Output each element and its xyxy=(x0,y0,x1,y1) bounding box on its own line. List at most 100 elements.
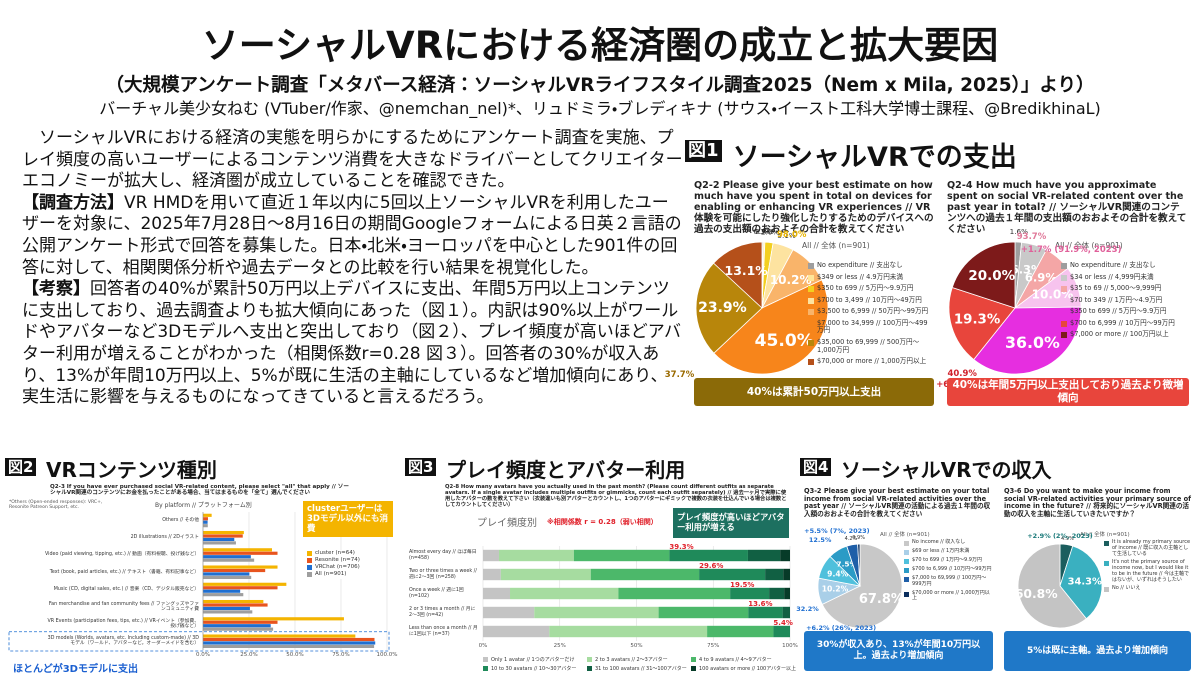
highlight-box xyxy=(8,631,390,652)
bar-segment xyxy=(707,625,774,638)
figure-graphics xyxy=(8,512,390,652)
chart-question: Q2-4 How much have you approximate spent… xyxy=(947,180,1187,236)
legend-swatch xyxy=(307,551,312,557)
legend-label: $350 to 699 // 5万円〜9.9万円 xyxy=(1070,307,1167,316)
annotation: 40.9% xyxy=(947,369,977,379)
legend-swatch xyxy=(1061,297,1067,304)
chart-question: Q2-3 If you have ever purchased social V… xyxy=(50,484,349,497)
legend-item: $3,500 to 6,999 // 50万円〜99万円 xyxy=(808,308,934,316)
pie-value-label: 9.4% xyxy=(827,569,848,578)
x-tick-label: 0% xyxy=(478,643,488,649)
bar xyxy=(203,637,375,642)
pie-value-label: 0.9% xyxy=(852,535,865,541)
legend-label: VRChat (n=706) xyxy=(315,564,360,571)
legend-label: No income // 収入なし xyxy=(912,539,966,545)
legend-swatch xyxy=(808,263,814,269)
legend-label: All (n=901) xyxy=(315,571,347,578)
legend-item: It's not the primary source of income no… xyxy=(1104,559,1191,583)
pie-value-label: 10.2% xyxy=(822,584,849,593)
legend-item: It is already my primary source of incom… xyxy=(1104,539,1191,557)
paragraph-heading: 【調査方法】 xyxy=(22,192,124,213)
annotation: +1.7% (91.9%, 2023) xyxy=(1020,244,1122,255)
legend-swatch xyxy=(808,297,814,304)
chart-subtitle: All // 全体 (n=901) xyxy=(1055,241,1123,250)
paragraph: ソーシャルVRにおける経済の実態を明らかにするためにアンケート調査を実施、プレイ… xyxy=(22,128,683,192)
bar-segment xyxy=(590,568,700,581)
annotation: 13.6% xyxy=(748,599,773,608)
bar-segment xyxy=(730,587,770,600)
chart-subtitle: All // 全体 (n=901) xyxy=(880,532,930,538)
legend-label: It's not the primary source of income no… xyxy=(1112,559,1190,583)
pie-value-label: 67.8% xyxy=(859,592,904,607)
bar xyxy=(203,586,278,590)
legend-item: $70 to 349 // 1万円〜4.9万円 xyxy=(1061,296,1189,305)
category-label: 3D models (Worlds, avatars, etc. Includi… xyxy=(47,636,199,647)
legend-label: Only 1 avatar // 1つのアバターだけ xyxy=(491,657,575,663)
legend-label: No expenditure // 支出なし xyxy=(1070,261,1156,269)
legend-item: $70,000 or more // 1,000万円以上 xyxy=(904,589,993,603)
legend-item: 4 to 9 avatars // 4〜9アバター xyxy=(691,656,772,663)
category-label: Two or three times a week // 週に2〜3回 (n=2… xyxy=(409,569,477,580)
legend-item: $700 to 6,999 // 10万円〜99万円 xyxy=(1061,319,1189,328)
pie-value-label: 10.2% xyxy=(770,273,812,287)
legend-item: 31 to 100 avatars // 31〜100アバター xyxy=(587,665,687,672)
pie-value-label: 5.1% xyxy=(777,231,796,240)
pie-slice xyxy=(713,279,829,375)
pie-slice xyxy=(1017,543,1087,629)
annotation: 93.7% xyxy=(1016,231,1047,242)
bar xyxy=(203,606,250,611)
legend-item: $349 or less // 4.9万円未満 xyxy=(808,273,934,282)
legend-label: $35 to 69 // 5,000〜9,999円 xyxy=(1070,284,1162,293)
bar-segment xyxy=(618,587,731,600)
bar xyxy=(203,589,241,593)
legend-swatch xyxy=(483,657,488,662)
legend-item: VRChat (n=706) xyxy=(307,564,360,571)
bar xyxy=(203,620,278,624)
legend-swatch xyxy=(1104,561,1109,567)
bar xyxy=(203,555,251,559)
legend-item: $700 to 3,499 // 10万円〜49万円 xyxy=(808,296,934,305)
bar-segment xyxy=(498,549,574,562)
legend-item: $700 to 6,999 // 10万円〜99万円 xyxy=(904,566,993,573)
legend-label: 31 to 100 avatars // 31〜100アバター xyxy=(595,666,687,672)
legend-swatch xyxy=(808,320,814,327)
legend-label: $70,000 or more // 1,000万円以上 xyxy=(912,589,990,602)
bar xyxy=(203,541,236,545)
legend-swatch xyxy=(307,558,312,564)
legend-item: Only 1 avatar // 1つのアバターだけ xyxy=(483,656,575,663)
bar xyxy=(203,624,271,628)
bar-segment xyxy=(534,606,659,619)
legend-label: $700 to 6,999 // 10万円〜99万円 xyxy=(912,566,992,572)
legend-swatch xyxy=(1061,286,1067,293)
legend-label: $35,000 to 69,999 // 500万円〜1,000万円 xyxy=(817,338,920,354)
legend-swatch xyxy=(483,666,488,671)
pie-value-label: 13.1% xyxy=(725,263,769,278)
annotation: 39.3% xyxy=(669,542,694,551)
pie-slice xyxy=(973,306,1082,375)
x-tick-label: 50.0% xyxy=(286,652,304,658)
legend-item: Resonite (n=74) xyxy=(307,557,360,564)
annotation: +6.2% (26%, 2023) xyxy=(806,624,877,632)
bar xyxy=(203,534,243,538)
legend-item: No expenditure // 支出なし xyxy=(808,261,934,270)
paragraph-text: VR HMDを用いて直近１年以内に5回以上ソーシャルVRを利用したユーザーを対象… xyxy=(22,192,682,278)
legend-swatch xyxy=(904,559,909,564)
bar xyxy=(203,644,375,648)
legend-swatch xyxy=(1104,587,1109,593)
chart-subtitle: All // 全体 (n=901) xyxy=(1080,532,1130,538)
chart-caption: 30%が収入あり、13%が年間10万円以上。過去より増加傾向 xyxy=(804,631,993,671)
legend-label: $3,500 to 6,999 // 50万円〜99万円 xyxy=(817,307,929,316)
legend-swatch xyxy=(808,309,814,316)
bar-segment xyxy=(769,587,785,600)
category-label: Music (CD, digital sales, etc.) // 音楽（CD… xyxy=(53,586,199,592)
legend-item: $7,000 to 34,999 // 100万円〜499万円 xyxy=(808,319,934,335)
category-label: Others // その他 xyxy=(162,517,199,523)
legend-swatch xyxy=(808,274,814,281)
bar xyxy=(203,517,208,521)
pie-value-label: 4.2% xyxy=(845,536,858,542)
annotation: 32.2% xyxy=(796,605,819,614)
legend-swatch xyxy=(1061,332,1067,339)
chart-caption: 40%は累計50万円以上支出 xyxy=(694,378,934,406)
bar xyxy=(203,548,272,552)
